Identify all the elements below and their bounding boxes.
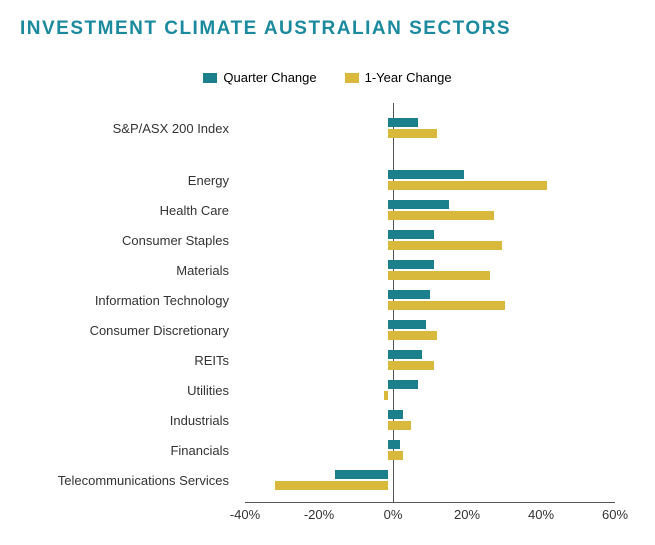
chart-row: REITs [15,345,615,375]
chart-row: Financials [15,435,615,465]
chart-row: Information Technology [15,285,615,315]
bar-year [388,271,490,280]
row-label: Financials [15,443,237,458]
x-tick: -20% [304,507,334,522]
legend-swatch-quarter [203,73,217,83]
row-label: REITs [15,353,237,368]
x-tick: 40% [528,507,554,522]
bar-year [388,331,437,340]
bar-quarter [388,350,422,359]
bar-quarter [388,290,430,299]
legend-swatch-year [345,73,359,83]
row-bars [237,255,615,285]
bar-quarter [335,470,388,479]
row-label: Energy [15,173,237,188]
bar-quarter [388,260,433,269]
chart-row: Telecommunications Services [15,465,615,495]
bar-quarter [388,230,433,239]
x-tick: 60% [602,507,628,522]
bar-year [275,481,388,490]
chart-title: INVESTMENT CLIMATE AUSTRALIAN SECTORS [20,18,635,40]
bar-quarter [388,440,399,449]
row-label: Telecommunications Services [15,473,237,488]
row-label: Materials [15,263,237,278]
chart-row: S&P/ASX 200 Index [15,113,615,143]
bar-year [388,301,505,310]
row-label: Utilities [15,383,237,398]
row-bars [237,465,615,495]
row-bars [237,195,615,225]
bar-year [388,451,403,460]
x-tick: -40% [230,507,260,522]
row-bars [237,405,615,435]
legend-label-year: 1-Year Change [365,70,452,85]
bar-quarter [388,118,418,127]
row-bars [237,435,615,465]
x-tick: 20% [454,507,480,522]
bar-year [388,129,437,138]
legend-item-quarter: Quarter Change [203,70,316,85]
row-bars [237,113,615,143]
bar-year [388,241,501,250]
row-bars [237,345,615,375]
row-label: Consumer Discretionary [15,323,237,338]
row-bars [237,225,615,255]
row-bars [237,315,615,345]
bar-year [388,211,494,220]
row-label: Industrials [15,413,237,428]
chart-area: S&P/ASX 200 IndexEnergyHealth CareConsum… [20,103,635,525]
bar-year [388,361,433,370]
bar-year [388,421,411,430]
x-axis: -40%-20%0%20%40%60% [245,503,615,525]
legend-label-quarter: Quarter Change [223,70,316,85]
row-bars [237,285,615,315]
x-tick: 0% [384,507,403,522]
row-label: S&P/ASX 200 Index [15,121,237,136]
legend: Quarter Change 1-Year Change [20,70,635,85]
chart-row: Energy [15,165,615,195]
bar-quarter [388,320,426,329]
row-bars [237,165,615,195]
legend-item-year: 1-Year Change [345,70,452,85]
bar-year [384,391,388,400]
chart-container: INVESTMENT CLIMATE AUSTRALIAN SECTORS Qu… [0,0,655,545]
row-bars [237,375,615,405]
chart-row: Consumer Discretionary [15,315,615,345]
row-label: Information Technology [15,293,237,308]
bar-quarter [388,200,448,209]
chart-row: Consumer Staples [15,225,615,255]
chart-row: Materials [15,255,615,285]
bar-quarter [388,410,403,419]
plot: S&P/ASX 200 IndexEnergyHealth CareConsum… [245,103,615,503]
bar-year [388,181,547,190]
bar-quarter [388,170,464,179]
bar-quarter [388,380,418,389]
chart-row: Health Care [15,195,615,225]
chart-row: Industrials [15,405,615,435]
row-label: Consumer Staples [15,233,237,248]
chart-row: Utilities [15,375,615,405]
row-label: Health Care [15,203,237,218]
